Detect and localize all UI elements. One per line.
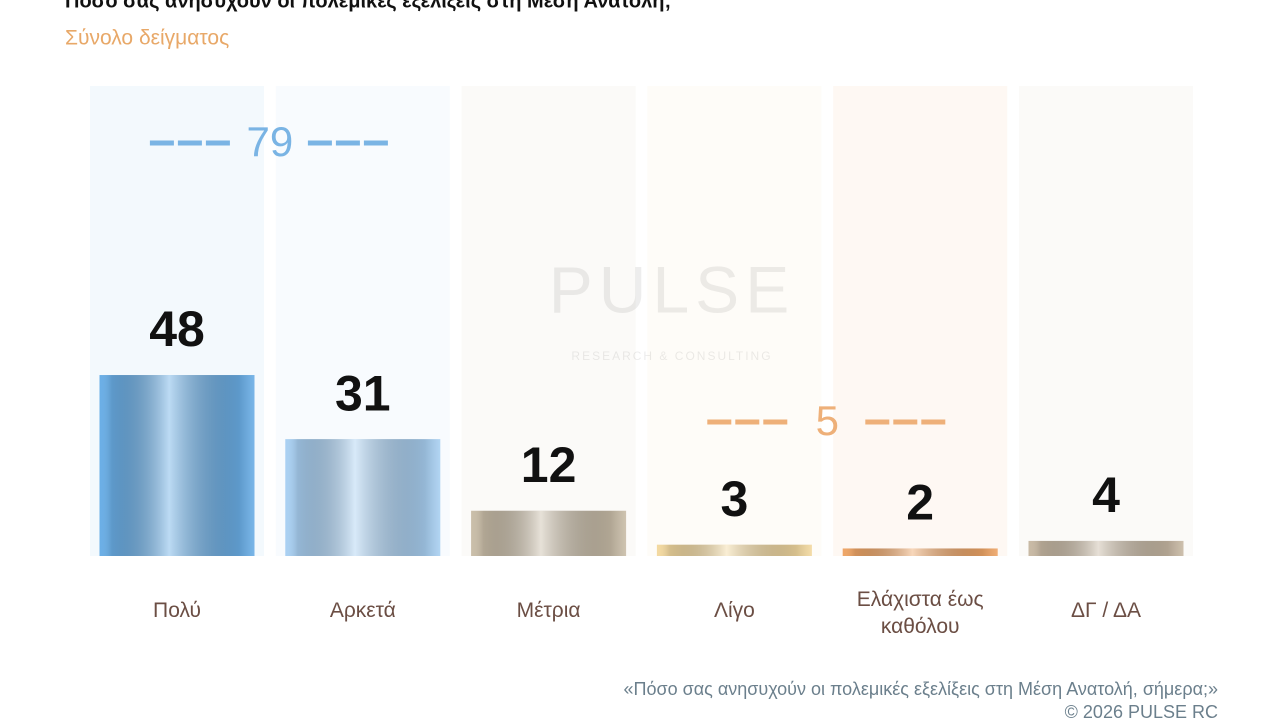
column-background <box>647 86 822 556</box>
chart-title: Πόσο σας ανησυχούν οι πολεμικές εξελίξει… <box>65 0 671 12</box>
x-tick-label: Πολύ <box>153 599 201 622</box>
x-tick-label: ΔΓ / ΔΑ <box>1071 599 1141 622</box>
bar-shine <box>842 548 998 556</box>
x-tick-label: Αρκετά <box>329 599 396 622</box>
data-label: 31 <box>335 365 391 421</box>
x-tick-label: Λίγο <box>713 599 755 622</box>
chart-subtitle: Σύνολο δείγματος <box>65 27 229 50</box>
column-backgrounds <box>90 86 1193 556</box>
bar-shine <box>471 510 627 556</box>
bar-shine <box>1028 540 1184 556</box>
data-label: 4 <box>1092 467 1120 523</box>
watermark: PULSE <box>549 252 795 326</box>
group-total: 79 <box>247 118 294 165</box>
watermark-tagline: RESEARCH & CONSULTING <box>571 349 772 363</box>
column-background <box>1019 86 1193 556</box>
bar-shine <box>656 544 812 556</box>
column-background <box>833 86 1008 556</box>
group-total: 5 <box>816 397 839 444</box>
bar-shine <box>285 439 441 556</box>
data-label: 2 <box>906 475 934 531</box>
column-background <box>461 86 636 556</box>
footnote: «Πόσο σας ανησυχούν οι πολεμικές εξελίξε… <box>623 679 1218 699</box>
data-label: 3 <box>720 471 748 527</box>
x-tick-label: Μέτρια <box>516 599 581 622</box>
data-label: 12 <box>521 437 577 493</box>
bar-shine <box>99 375 255 556</box>
data-label: 48 <box>149 301 205 357</box>
x-tick-label: Ελάχιστα έως καθόλου <box>856 588 984 638</box>
credit: © 2026 PULSE RC <box>1065 702 1218 720</box>
